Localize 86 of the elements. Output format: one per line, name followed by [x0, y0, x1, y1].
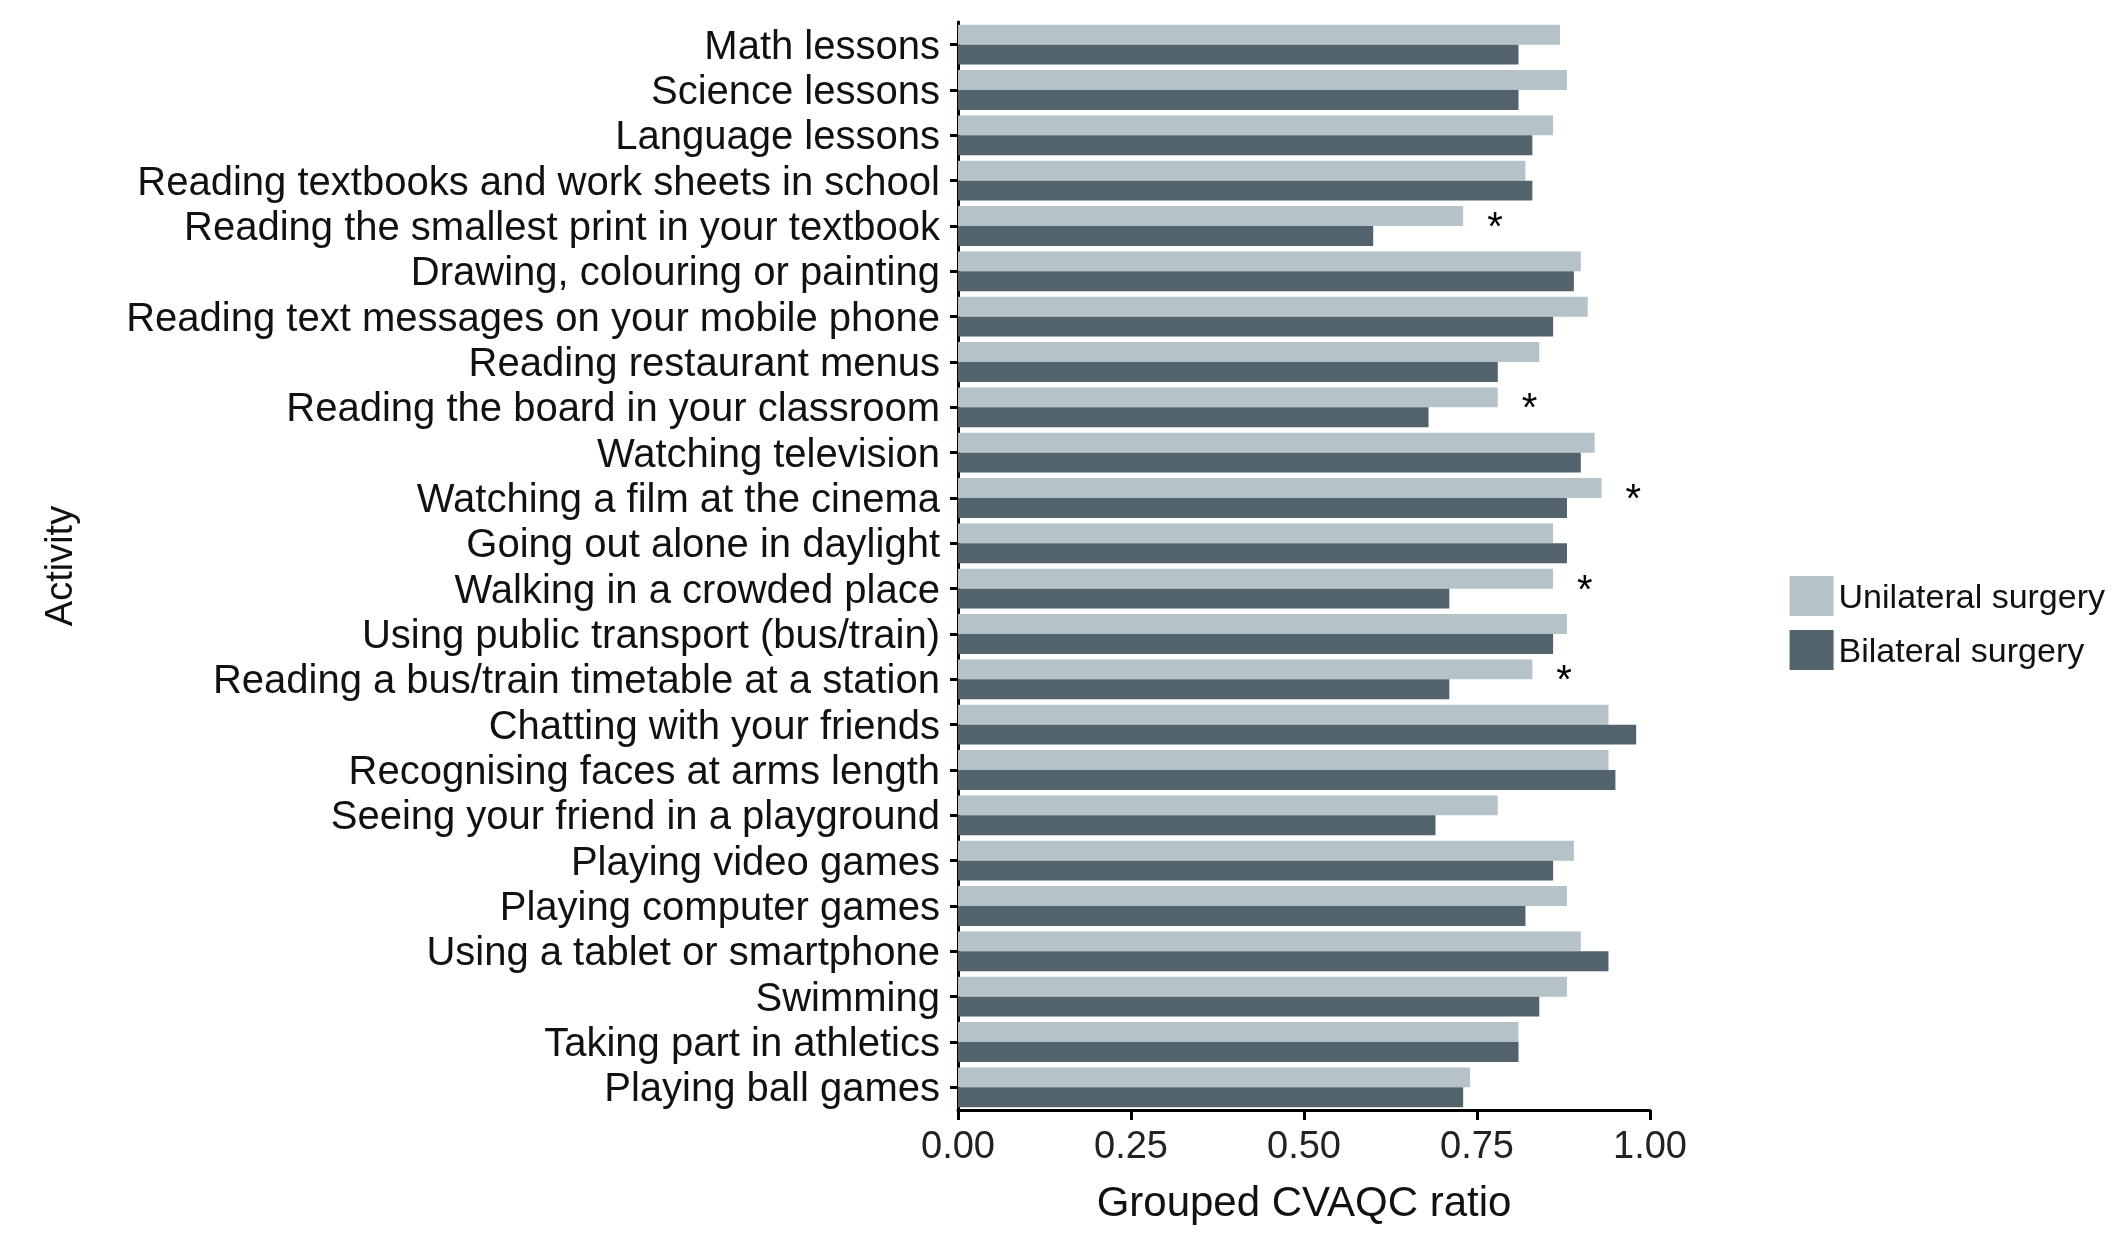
y-tick-label: Watching a film at the cinema: [416, 476, 941, 520]
bar: [958, 271, 1574, 292]
annotation: *: [1521, 385, 1538, 430]
bar: [958, 135, 1533, 156]
bar: [958, 614, 1567, 634]
bar: [958, 931, 1581, 952]
bar: [958, 296, 1588, 317]
bar: [958, 886, 1567, 906]
y-tick-label: Chatting with your friends: [488, 702, 940, 747]
y-tick-label: Using a tablet or smartphone: [426, 929, 940, 974]
y-tick-label: Drawing, colouring or painting: [410, 249, 940, 294]
y-tick-label: Playing computer games: [499, 884, 940, 928]
legend-label: Bilateral surgery: [1838, 631, 2085, 669]
bar: [958, 251, 1581, 272]
bar: [958, 1022, 1519, 1042]
bar: [958, 659, 1533, 680]
y-tick-label: Watching television: [596, 430, 940, 475]
y-tick-label: Language lessons: [615, 113, 940, 158]
bar: [958, 498, 1567, 518]
y-tick-label: Reading restaurant menus: [468, 340, 940, 384]
bar: [958, 115, 1554, 136]
y-tick-label: Reading the board in your classroom: [286, 385, 940, 430]
y-tick-label: Seeing your friend in a playground: [330, 793, 940, 838]
y-tick-label: Walking in a crowded place: [454, 566, 940, 611]
bar: [958, 432, 1595, 453]
bar: [958, 634, 1554, 654]
bar: [958, 704, 1609, 725]
y-tick-label: Reading a bus/train timetable at a station: [212, 657, 940, 702]
y-tick-label: Reading textbooks and work sheets in school: [137, 158, 940, 203]
annotation: *: [1556, 657, 1572, 702]
bar: [958, 840, 1574, 861]
bar: [958, 24, 1561, 45]
bar: [958, 1087, 1464, 1108]
x-tick-label: 1.00: [1613, 1124, 1687, 1166]
bar: [958, 362, 1498, 382]
y-tick-label: Going out alone in daylight: [466, 521, 940, 566]
y-tick-label: Playing ball games: [604, 1065, 940, 1110]
annotation: *: [1625, 476, 1642, 520]
x-axis-title: Grouped CVAQC ratio: [1096, 1177, 1512, 1225]
bar: [958, 478, 1602, 498]
bar: [958, 160, 1526, 181]
bar: [958, 951, 1609, 972]
bar: [958, 407, 1429, 428]
y-tick-label: Reading the smallest print in your textbook: [184, 204, 941, 248]
bar: [958, 316, 1554, 337]
x-tick-label: 0.75: [1440, 1124, 1514, 1166]
bar: [958, 770, 1616, 790]
bar: [958, 906, 1526, 926]
bar: [958, 70, 1567, 90]
y-tick-label: Playing video games: [570, 838, 940, 883]
bar: [958, 815, 1436, 836]
bar: [958, 976, 1567, 997]
y-tick-label: Science lessons: [650, 68, 940, 112]
bar: [958, 543, 1567, 564]
annotation: *: [1577, 566, 1593, 611]
y-tick-label: Taking part in athletics: [544, 1020, 940, 1064]
bar: [958, 44, 1519, 65]
bar: [958, 1067, 1471, 1088]
y-tick-label: Math lessons: [704, 22, 940, 67]
bar: [958, 180, 1533, 201]
bar: [958, 226, 1374, 246]
bar: [958, 750, 1609, 770]
bar: [958, 996, 1540, 1017]
bar: [958, 724, 1637, 745]
bar: [958, 523, 1554, 544]
bar: [958, 568, 1554, 589]
y-tick-label: Recognising faces at arms length: [348, 748, 940, 792]
bar: [958, 588, 1450, 609]
bar: [958, 387, 1498, 408]
y-tick-label: Swimming: [755, 974, 940, 1019]
x-tick-label: 0.00: [921, 1124, 995, 1166]
bar: [958, 452, 1581, 473]
y-tick-label: Reading text messages on your mobile phone: [126, 294, 940, 339]
bar: [958, 1042, 1519, 1062]
annotation: *: [1487, 204, 1503, 248]
legend-label: Unilateral surgery: [1838, 577, 2106, 615]
x-tick-label: 0.25: [1094, 1124, 1168, 1166]
bar: [958, 90, 1519, 110]
bar: [958, 679, 1450, 700]
bar: [958, 206, 1464, 226]
bar: [958, 795, 1498, 816]
x-tick-label: 0.50: [1267, 1124, 1341, 1166]
bar: [958, 342, 1540, 362]
bar: [958, 860, 1554, 881]
y-axis-title: Activity: [38, 505, 80, 627]
y-tick-label: Using public transport (bus/train): [361, 612, 940, 656]
